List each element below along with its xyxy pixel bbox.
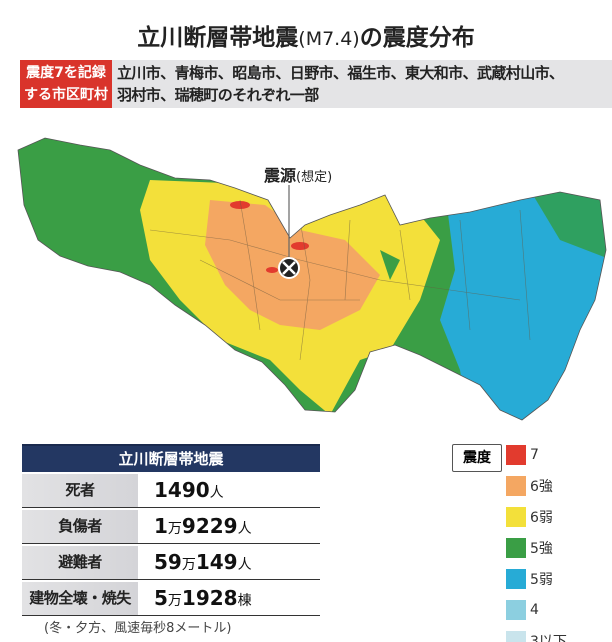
row-value: 1490人 [144,474,320,507]
legend-label: 3以下 [530,634,567,642]
unit: 万 [167,521,182,537]
table-header: 立川断層帯地震 [22,444,320,472]
legend-label: 5弱 [530,572,553,588]
zone-5-strong-patch [380,250,400,280]
number: 9229 [181,514,238,538]
row-label: 建物全壊・焼失 [22,582,138,615]
number: 1490 [154,478,210,502]
intensity7-badge: 震度7を記録 する市区町村 [20,60,112,108]
cities-line2: 羽村市、瑞穂町のそれぞれ一部 [117,86,319,104]
legend-title: 震度 [452,444,502,472]
legend-swatch [506,476,526,496]
legend-label: 7 [530,447,539,463]
table-note: (冬・夕方、風速毎秒8メートル) [44,621,232,636]
legend-item: 5弱 [506,568,553,590]
zone-7 [291,242,309,250]
zone-5-strong-east [530,190,606,260]
number: 5 [154,586,168,610]
cities-list: 立川市、青梅市、昭島市、日野市、福生市、東大和市、武蔵村山市、 羽村市、瑞穂町のそ… [117,62,612,106]
legend-item: 5強 [506,537,553,559]
damage-table: 立川断層帯地震 死者 1490人 負傷者 1万9229人 避難者 59万149人 建物全壊・… [22,444,320,616]
legend-item: 6強 [506,475,553,497]
legend-item: 6弱 [506,506,553,528]
legend-swatch [506,507,526,527]
legend-item: 4 [506,599,539,621]
legend-label: 5強 [530,541,553,557]
table-row: 建物全壊・焼失 5万1928棟 [22,582,320,616]
row-value: 1万9229人 [144,510,320,543]
tokyo-intensity-map [17,137,607,421]
badge-line1: 震度7を記録 [26,65,106,81]
zone-7 [230,201,250,209]
row-value: 59万149人 [144,546,320,579]
row-label: 避難者 [22,546,138,579]
number: 1928 [181,586,238,610]
banner [20,60,612,108]
badge-line2: する市区町村 [24,87,108,103]
table-row: 死者 1490人 [22,474,320,508]
unit: 万 [167,593,182,609]
row-label: 死者 [22,474,138,507]
number: 1 [154,514,168,538]
epicenter-label: 震源(想定) [264,162,332,186]
legend-label: 6弱 [530,510,553,526]
epicenter-marker-icon [278,257,300,279]
table-row: 避難者 59万149人 [22,546,320,580]
table-row: 負傷者 1万9229人 [22,510,320,544]
legend-swatch [506,600,526,620]
legend-swatch [506,445,526,465]
legend-label: 6強 [530,479,553,495]
zone-7 [266,267,278,273]
legend-swatch [506,538,526,558]
legend-label: 4 [530,602,539,618]
municipal-boundaries [149,199,531,361]
legend-swatch [506,631,526,642]
unit: 人 [237,521,252,537]
unit: 人 [209,485,224,501]
legend-item: 3以下 [506,630,567,642]
unit: 万 [181,557,196,573]
title-suffix: の震度分布 [359,25,475,51]
unit: 棟 [237,593,252,609]
number: 59 [154,550,182,574]
epicenter-note: (想定) [296,170,333,185]
number: 149 [195,550,238,574]
row-label: 負傷者 [22,510,138,543]
unit: 人 [237,557,252,573]
epicenter-text: 震源 [264,166,297,185]
legend-item: 7 [506,444,539,466]
title-main: 立川断層帯地震 [137,25,299,51]
legend-swatch [506,569,526,589]
title-magnitude: (M7.4) [298,28,360,50]
page-title: 立川断層帯地震(M7.4)の震度分布 [0,18,612,52]
row-value: 5万1928棟 [144,582,320,615]
cities-line1: 立川市、青梅市、昭島市、日野市、福生市、東大和市、武蔵村山市、 [117,64,564,82]
